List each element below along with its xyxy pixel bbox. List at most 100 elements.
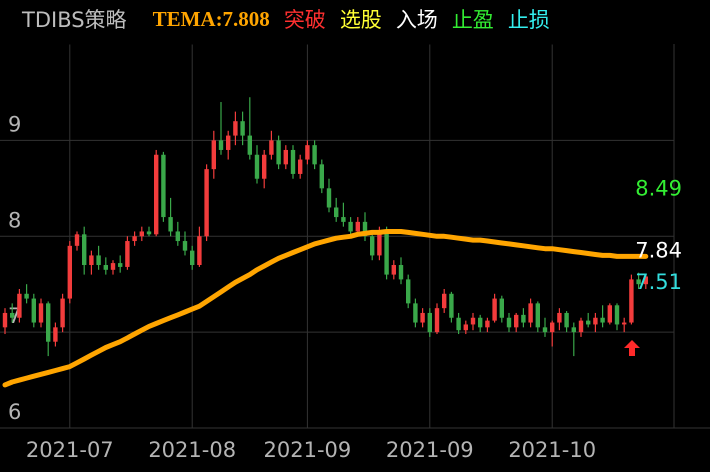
candle-body [305, 145, 310, 160]
candle-body [535, 303, 540, 328]
candle-body [276, 140, 281, 165]
candle-body [319, 164, 324, 189]
candle-body [398, 265, 404, 280]
candle-body [391, 265, 396, 275]
candle-body [514, 314, 519, 328]
x-tick-label: 2021-09 [264, 438, 352, 462]
candle-body [334, 207, 339, 218]
price-label: 7.51 [635, 270, 682, 294]
candle-body [557, 312, 562, 323]
candle-body [456, 317, 461, 331]
candle-body [53, 327, 58, 342]
y-tick-label: 6 [8, 400, 21, 424]
header-item: 选股 [340, 8, 382, 32]
candle-body [478, 317, 483, 328]
entry-arrow [624, 340, 640, 356]
candle-body [578, 320, 584, 333]
candle-body [463, 324, 468, 331]
candle-body [82, 234, 87, 266]
candle-body [521, 314, 526, 323]
header-item: 入场 [396, 8, 438, 32]
candle-body [204, 169, 209, 237]
candle-body [600, 317, 605, 323]
candle-body [499, 298, 504, 318]
candle-body [125, 241, 130, 267]
candle-body [629, 279, 634, 323]
candle-body [89, 255, 94, 266]
candle-body [31, 298, 36, 323]
candle-body [154, 154, 159, 235]
candle-body [197, 236, 202, 266]
candle-body [355, 221, 360, 232]
candle-body [247, 135, 252, 155]
candle-body [636, 279, 641, 285]
candle-body [161, 154, 166, 218]
candle-body [348, 221, 353, 232]
candle-body [622, 322, 627, 325]
candle-body [175, 231, 180, 242]
candle-body [571, 327, 576, 333]
candle-body [24, 293, 29, 299]
candle-body [218, 140, 224, 150]
candle-body [413, 303, 418, 323]
candle-body [362, 221, 368, 237]
candle-body [485, 320, 490, 328]
candle-body [269, 140, 274, 155]
candle-body [377, 231, 382, 256]
x-tick-label: 2021-07 [26, 438, 114, 462]
candle-body [370, 236, 375, 256]
y-tick-label: 9 [8, 112, 21, 136]
tema-line [2, 229, 649, 388]
candle-body [542, 327, 548, 333]
candle-body [139, 231, 144, 237]
candle-body [96, 255, 101, 266]
header-item: 止盈 [452, 8, 494, 32]
candle-body [341, 217, 346, 222]
candle-body [38, 303, 44, 323]
header-item: TDIBS策略 [21, 8, 127, 32]
header: TDIBS策略 TEMA:7.808 突破 选股 入场 止盈 止损 [21, 7, 550, 32]
candle-body [283, 149, 288, 165]
candle-body [74, 234, 80, 246]
candle-body [46, 303, 51, 342]
candle-body [103, 265, 108, 270]
x-tick-label: 2021-10 [508, 438, 596, 462]
x-tick-label: 2021-08 [148, 438, 236, 462]
candle-body [506, 317, 512, 328]
candle-body [60, 298, 65, 328]
candle-body [226, 135, 231, 150]
candle-body [67, 245, 72, 299]
candle-body [168, 217, 173, 232]
candle-body [211, 140, 216, 170]
candle-body [643, 276, 648, 285]
candle-body [240, 121, 245, 136]
candle-body [146, 231, 152, 235]
candle-body [254, 154, 260, 179]
candle-body [564, 312, 569, 328]
candle-body [550, 322, 555, 333]
candle-body [182, 241, 188, 251]
candle-body [593, 317, 598, 325]
y-tick-label: 8 [8, 208, 21, 232]
candle-body [190, 250, 195, 266]
candle-body [118, 263, 123, 267]
candle-body [290, 149, 296, 174]
candle-body [262, 154, 267, 179]
x-tick-label: 2021-09 [386, 438, 474, 462]
candle-body [492, 298, 497, 321]
candle-body [586, 320, 591, 325]
candle-body [132, 236, 137, 242]
candle-body [614, 305, 620, 325]
candle-body [233, 121, 238, 136]
candle-body [298, 159, 303, 174]
candle-body [326, 188, 332, 208]
candle-body [384, 231, 389, 275]
candle-body [434, 308, 440, 333]
header-item: 突破 [284, 8, 326, 32]
price-label: 8.49 [635, 176, 682, 200]
candle-body [2, 312, 8, 328]
candle-body [427, 312, 432, 333]
candle-body [607, 305, 612, 323]
header-item: 止损 [508, 8, 550, 32]
